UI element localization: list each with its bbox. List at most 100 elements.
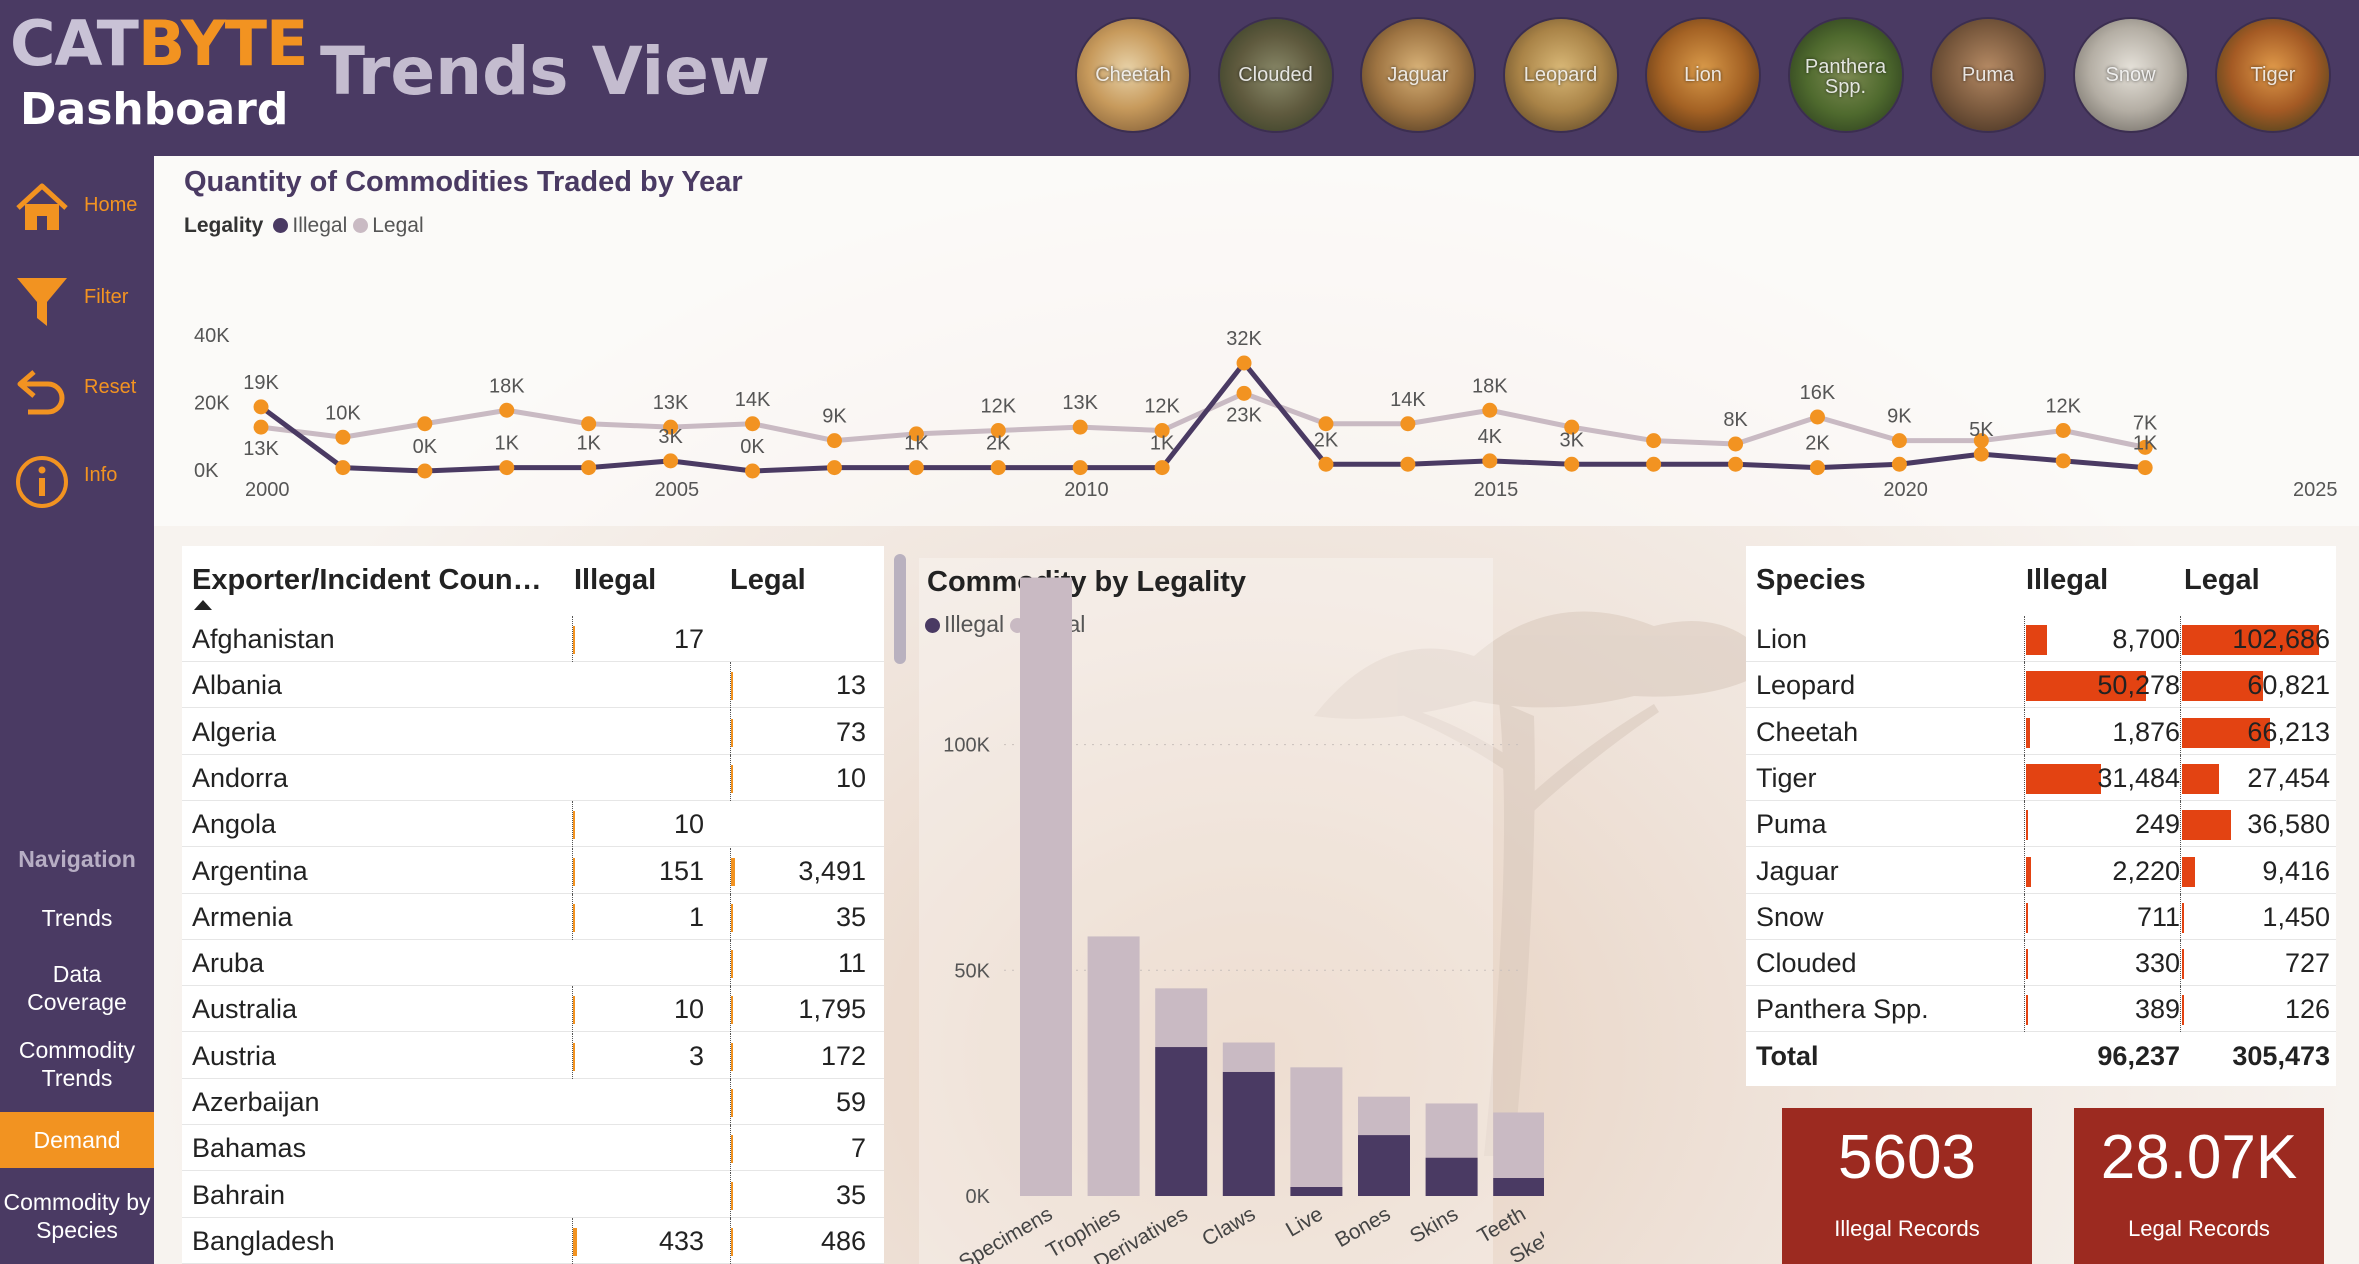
col-header-legal[interactable]: Legal xyxy=(2184,564,2260,596)
bar-legal-trophies[interactable] xyxy=(1087,936,1140,1196)
data-point-legal[interactable] xyxy=(581,416,597,432)
bar-legal-live[interactable] xyxy=(1290,1067,1343,1187)
data-point-legal[interactable] xyxy=(1973,433,1989,449)
table-row[interactable]: Jaguar 2,220 9,416 xyxy=(1746,847,2336,894)
table-row[interactable]: Afghanistan 17 xyxy=(182,616,884,662)
bar-illegal-derivatives[interactable] xyxy=(1155,1047,1208,1196)
data-point-legal[interactable] xyxy=(745,416,761,432)
table-row[interactable]: Puma 249 36,580 xyxy=(1746,801,2336,848)
species-avatar-puma[interactable]: Puma xyxy=(1930,17,2046,133)
bar-illegal-live[interactable] xyxy=(1290,1186,1343,1196)
data-point-illegal[interactable] xyxy=(1728,456,1744,472)
data-point-illegal[interactable] xyxy=(826,460,842,476)
data-point-legal[interactable] xyxy=(1891,433,1907,449)
bar-illegal-claws[interactable] xyxy=(1222,1071,1275,1196)
col-header-legal[interactable]: Legal xyxy=(730,564,806,596)
data-point-illegal[interactable] xyxy=(1318,456,1334,472)
data-point-illegal[interactable] xyxy=(581,460,597,476)
table-row[interactable]: Bangladesh 433 486 xyxy=(182,1217,884,1264)
sort-ascending-icon[interactable] xyxy=(194,600,212,610)
bar-legal-derivatives[interactable] xyxy=(1155,988,1208,1048)
species-avatar-snow[interactable]: Snow xyxy=(2072,17,2189,133)
data-point-illegal[interactable] xyxy=(499,460,515,476)
table-row[interactable]: Lion 8,700 102,686 xyxy=(1746,616,2336,662)
data-point-illegal[interactable] xyxy=(663,453,679,469)
bar-legal-specimens[interactable] xyxy=(1020,577,1072,1196)
data-point-illegal[interactable] xyxy=(1236,355,1252,371)
nav-item-trends[interactable]: Trends xyxy=(41,905,113,931)
species-avatar-lion[interactable]: Lion xyxy=(1645,17,1761,133)
legend-item-legal[interactable]: Legal xyxy=(353,214,424,237)
data-point-illegal[interactable] xyxy=(1564,456,1580,472)
table-row[interactable]: Aruba 11 xyxy=(182,940,884,987)
data-point-legal[interactable] xyxy=(1809,409,1825,425)
species-avatar-tiger[interactable]: Tiger xyxy=(2215,17,2331,133)
col-header-illegal[interactable]: Illegal xyxy=(574,564,657,596)
bar-legal-teeth[interactable] xyxy=(1493,1112,1544,1178)
data-point-legal[interactable] xyxy=(499,402,515,418)
data-point-illegal[interactable] xyxy=(1973,446,1989,462)
reset-button[interactable]: Reset xyxy=(0,352,154,422)
table-row[interactable]: Panthera Spp. 389 126 xyxy=(1746,986,2336,1033)
data-point-illegal[interactable] xyxy=(1154,460,1170,476)
species-avatar-panthera-spp[interactable]: Panthera Spp. xyxy=(1787,17,1904,133)
table-row[interactable]: Cheetah 1,876 66,213 xyxy=(1746,708,2336,755)
species-avatar-jaguar[interactable]: Jaguar xyxy=(1360,17,1476,133)
table-row[interactable]: Snow 711 1,450 xyxy=(1746,893,2336,940)
table-row[interactable]: Andorra 10 xyxy=(182,754,884,801)
data-point-illegal[interactable] xyxy=(335,460,351,476)
bar-legal-bones[interactable] xyxy=(1358,1096,1410,1136)
table-row[interactable]: Angola 10 xyxy=(182,801,884,848)
data-point-legal[interactable] xyxy=(2137,439,2153,455)
data-point-illegal[interactable] xyxy=(908,460,924,476)
table-row[interactable]: Azerbaijan 59 xyxy=(182,1079,884,1125)
data-point-legal[interactable] xyxy=(1318,416,1334,432)
data-point-illegal[interactable] xyxy=(1646,456,1662,472)
data-point-legal[interactable] xyxy=(1400,416,1416,432)
data-point-illegal[interactable] xyxy=(1400,456,1416,472)
species-avatar-clouded[interactable]: Clouded xyxy=(1217,17,1334,133)
data-point-legal[interactable] xyxy=(2055,423,2071,438)
bar-illegal-bones[interactable] xyxy=(1358,1135,1410,1196)
table-row[interactable]: Albania 13 xyxy=(182,662,884,709)
species-avatar-leopard[interactable]: Leopard xyxy=(1502,17,1619,133)
data-point-legal[interactable] xyxy=(1564,419,1580,435)
data-point-illegal[interactable] xyxy=(417,463,433,479)
nav-item-commodity-trends[interactable]: Commodity Trends xyxy=(18,1037,136,1091)
table-row[interactable]: Armenia 1 35 xyxy=(182,893,884,940)
data-point-illegal[interactable] xyxy=(1891,456,1907,472)
data-point-illegal[interactable] xyxy=(1809,460,1825,476)
data-point-illegal[interactable] xyxy=(990,460,1006,476)
home-button[interactable]: Home xyxy=(0,170,154,240)
table-row[interactable]: Algeria 73 xyxy=(182,708,884,755)
data-point-legal[interactable] xyxy=(1482,402,1498,418)
info-button[interactable]: Info xyxy=(0,440,154,510)
data-point-legal[interactable] xyxy=(1154,423,1170,438)
nav-item-commodity-by-species[interactable]: Commodity by Species xyxy=(3,1189,151,1243)
col-header-species[interactable]: Species xyxy=(1756,564,1866,596)
table-scrollbar[interactable] xyxy=(894,554,906,664)
data-point-legal[interactable] xyxy=(908,426,924,442)
species-avatar-cheetah[interactable]: Cheetah xyxy=(1075,17,1191,133)
legend-item-illegal[interactable]: Illegal xyxy=(925,611,1004,637)
col-header-illegal[interactable]: Illegal xyxy=(2026,564,2109,596)
data-point-legal[interactable] xyxy=(663,419,679,435)
table-row[interactable]: Argentina 151 3,491 xyxy=(182,847,884,894)
data-point-legal[interactable] xyxy=(253,419,269,435)
table-row[interactable]: Australia 10 1,795 xyxy=(182,986,884,1033)
table-row[interactable]: Bahamas 7 xyxy=(182,1125,884,1172)
data-point-legal[interactable] xyxy=(990,423,1006,438)
data-point-illegal[interactable] xyxy=(1072,460,1088,476)
table-row[interactable]: Bahrain 35 xyxy=(182,1171,884,1218)
data-point-illegal[interactable] xyxy=(253,399,269,415)
data-point-legal[interactable] xyxy=(1728,436,1744,452)
bar-legal-skins[interactable] xyxy=(1425,1103,1478,1158)
data-point-illegal[interactable] xyxy=(1482,453,1498,469)
filter-button[interactable]: Filter xyxy=(0,262,154,332)
data-point-legal[interactable] xyxy=(335,429,351,445)
data-point-legal[interactable] xyxy=(1236,385,1252,401)
nav-item-data-coverage[interactable]: Data Coverage xyxy=(27,961,127,1015)
data-point-legal[interactable] xyxy=(417,416,433,432)
nav-item-demand[interactable]: Demand xyxy=(0,1112,154,1168)
data-point-illegal[interactable] xyxy=(2055,453,2071,469)
